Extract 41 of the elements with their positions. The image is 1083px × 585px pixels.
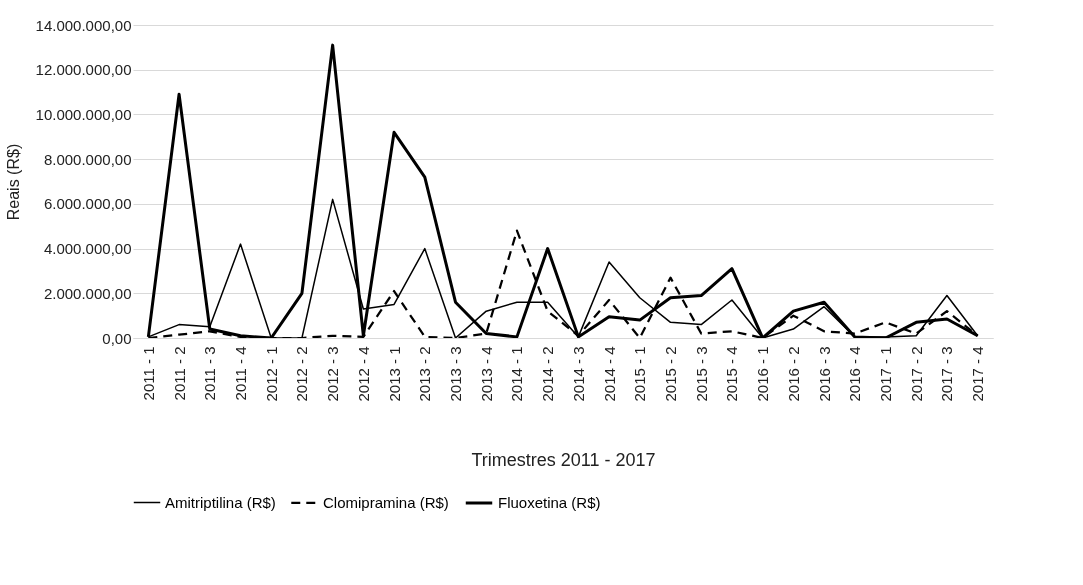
y-tick-label: 10.000.000,00 [35, 105, 132, 123]
x-tick-label: 2012 - 2 [293, 346, 311, 402]
x-tick-label: 2015 - 2 [662, 346, 679, 402]
x-tick-label: 2013 - 2 [416, 346, 434, 402]
x-tick-label: 2012 - 1 [262, 346, 280, 402]
x-tick-label: 2014 - 4 [600, 346, 618, 402]
x-tick-label: 2015 - 4 [723, 346, 741, 402]
x-tick-label: 2014 - 2 [539, 346, 557, 402]
y-tick-label: 0,00 [102, 329, 132, 347]
legend-label: Amitriptilina (R$) [165, 493, 276, 511]
y-tick-label: 2.000.000,00 [43, 284, 132, 302]
x-tick-label: 2013 - 3 [447, 346, 464, 402]
x-tick-label: 2016 - 3 [815, 346, 833, 402]
y-axis-title: Reais (R$) [4, 143, 22, 221]
x-tick-label: 2016 - 4 [846, 346, 864, 402]
x-tick-label: 2011 - 3 [201, 346, 219, 401]
y-tick-label: 8.000.000,00 [43, 150, 132, 168]
x-tick-label: 2015 - 3 [692, 346, 710, 402]
x-tick-label: 2012 - 3 [324, 346, 342, 402]
y-tick-label: 12.000.000,00 [35, 61, 132, 79]
x-tick-label: 2017 - 4 [969, 346, 987, 402]
x-tick-label: 2012 - 4 [354, 346, 372, 402]
x-tick-label: 2017 - 2 [907, 346, 925, 402]
x-axis-title: Trimestres 2011 - 2017 [471, 449, 656, 470]
x-tick-label: 2013 - 4 [477, 346, 495, 402]
x-tick-label: 2011 - 4 [232, 346, 249, 401]
legend-label: Clomipramina (R$) [323, 493, 449, 511]
x-tick-label: 2016 - 2 [784, 346, 802, 402]
legend-label: Fluoxetina (R$) [498, 494, 601, 511]
x-tick-label: 2014 - 1 [508, 346, 526, 402]
x-tick-label: 2017 - 1 [877, 346, 894, 402]
y-tick-label: 4.000.000,00 [43, 240, 132, 258]
x-tick-label: 2013 - 1 [385, 346, 403, 402]
x-tick-label: 2015 - 1 [631, 346, 649, 402]
x-tick-label: 2016 - 1 [754, 346, 772, 402]
x-tick-label: 2011 - 2 [170, 346, 188, 401]
y-tick-label: 14.000.000,00 [35, 16, 132, 34]
y-tick-label: 6.000.000,00 [43, 195, 132, 213]
x-tick-label: 2014 - 3 [569, 346, 587, 402]
x-tick-label: 2011 - 1 [139, 346, 157, 401]
x-tick-label: 2017 - 3 [938, 346, 956, 402]
